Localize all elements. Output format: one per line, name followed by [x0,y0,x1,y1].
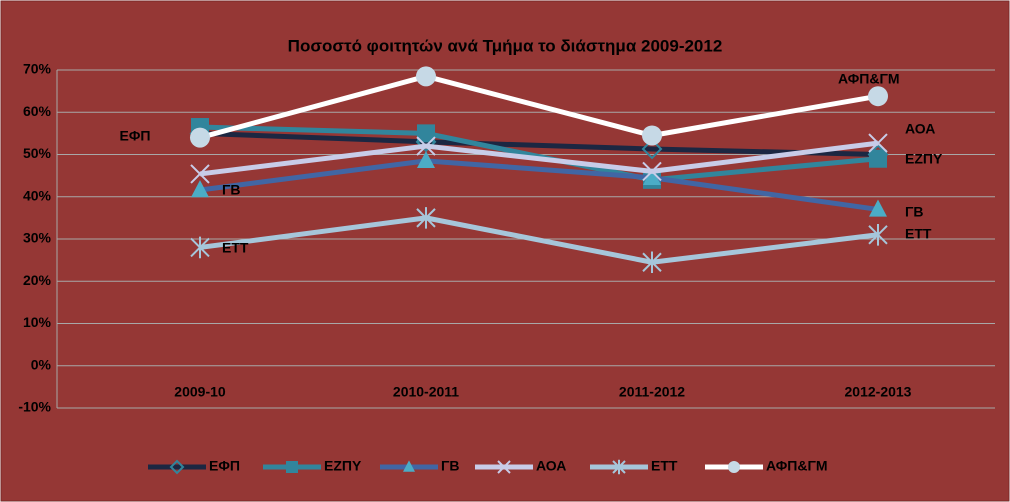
data-point [190,236,210,259]
y-tick-label: 40% [23,187,52,203]
annotation: ΑΦΠ&ΓΜ [838,71,900,87]
series-line [199,140,879,177]
legend-label: ΕΤΤ [651,458,678,474]
y-tick-label: 70% [23,61,52,77]
data-point [869,149,887,168]
y-tick-label: 30% [23,230,52,246]
chart-title: Ποσοστό φοιτητών ανά Τμήμα το διάστημα 2… [288,36,723,55]
legend-label: ΕΦΠ [209,458,240,474]
data-point [642,251,662,274]
annotation: ΕΖΠΥ [905,151,943,167]
y-tick-label: 50% [23,145,52,161]
y-tick-label: -10% [18,399,51,415]
legend-item: ΑΦΠ&ΓΜ [705,458,828,474]
data-point [642,161,662,182]
data-point [417,150,435,169]
legend-marker [403,460,415,472]
x-tick-label: 2011-2012 [619,384,685,400]
annotation: ΓΒ [905,204,924,220]
annotation: ΑΟΑ [905,121,935,137]
y-tick-label: 10% [23,314,52,330]
data-point [642,125,662,146]
legend-item: ΕΤΤ [590,458,678,475]
annotation: ΕΦΠ [120,128,151,144]
legend-label: ΕΖΠΥ [324,458,362,474]
annotation: ΓΒ [222,182,241,198]
annotation: ΕΤΤ [905,226,932,242]
legend-marker [169,459,185,475]
legend-marker [728,461,740,473]
legend-marker [612,459,626,475]
legend-label: ΑΟΑ [536,458,566,474]
data-point [416,207,436,229]
series-line [199,73,879,141]
data-point [190,164,210,184]
legend-item: ΑΟΑ [475,458,566,474]
legend-item: ΕΖΠΥ [263,458,362,474]
legend-label: ΓΒ [441,458,460,474]
y-tick-label: 20% [23,272,52,288]
series-line [199,215,879,265]
y-tick-label: 0% [31,356,52,372]
data-point [643,167,661,185]
series-line [199,158,879,212]
annotation: ΕΤΤ [222,240,249,256]
legend-item: ΕΦΠ [148,458,240,475]
data-point [868,86,888,107]
y-tick-label: 60% [23,103,52,119]
legend-item: ΓΒ [380,458,460,474]
data-point [868,133,888,153]
legend-label: ΑΦΠ&ΓΜ [766,458,828,474]
series-line [199,130,879,157]
data-point [416,136,436,156]
data-point [417,124,435,143]
data-point [190,127,210,148]
data-point [641,138,663,160]
data-point [191,180,209,198]
legend-marker [286,461,298,473]
data-point [416,66,436,87]
x-tick-label: 2012-2013 [845,384,912,400]
data-point [869,199,887,217]
x-tick-label: 2010-2011 [393,384,459,400]
data-point [868,223,888,246]
legend-marker [497,460,511,474]
x-tick-label: 2009-10 [174,384,226,400]
